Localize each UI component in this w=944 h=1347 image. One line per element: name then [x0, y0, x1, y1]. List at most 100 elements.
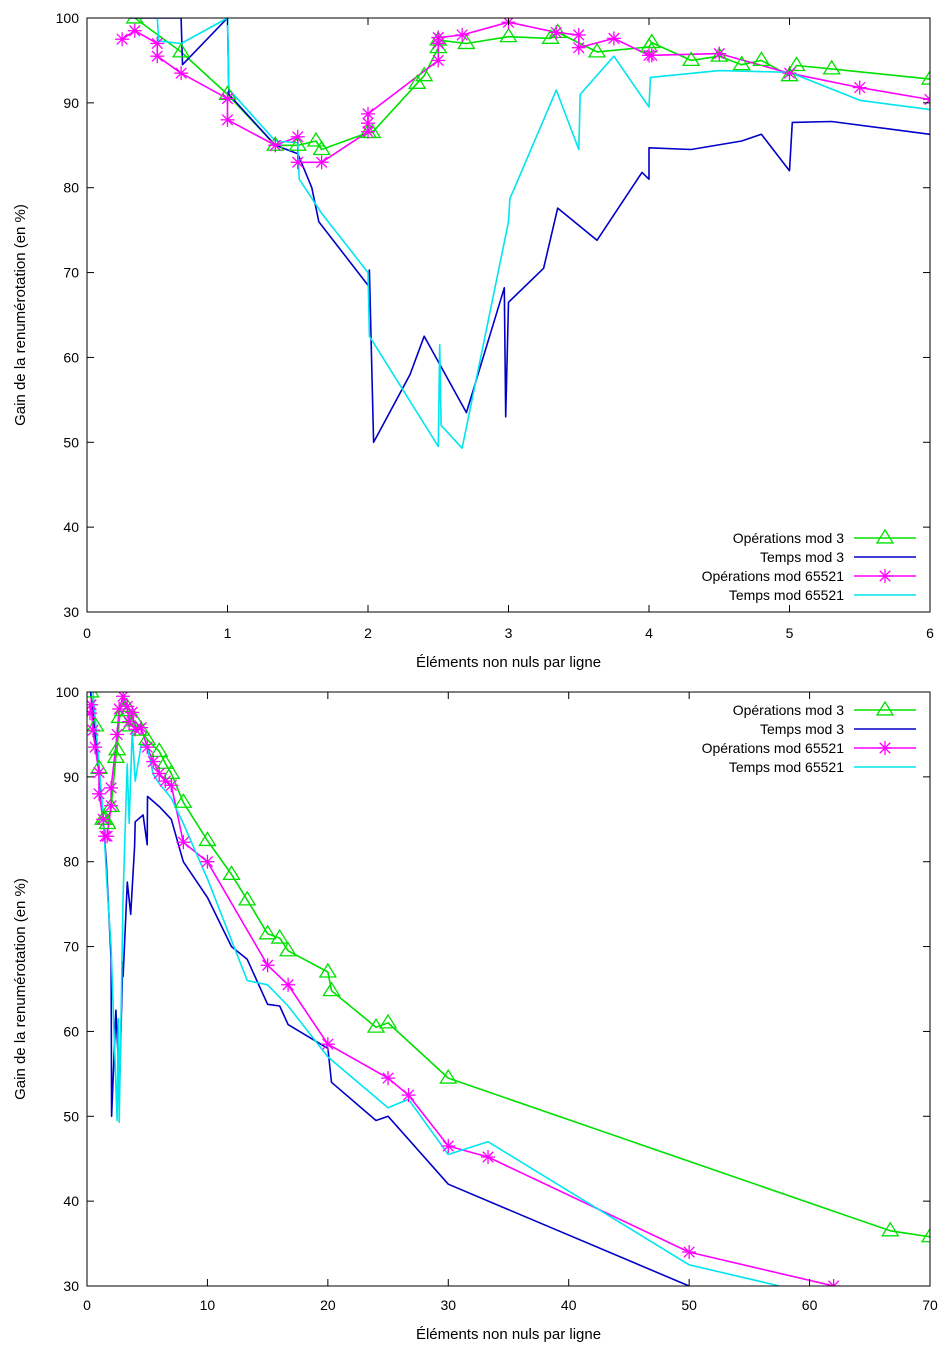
- legend-marker: [878, 569, 892, 583]
- data-point: [606, 31, 621, 46]
- data-point: [174, 793, 193, 808]
- data-point: [682, 1245, 697, 1260]
- data-point: [429, 38, 448, 54]
- data-point: [96, 812, 111, 827]
- data-point: [826, 1279, 841, 1286]
- x-tick-label: 30: [440, 1297, 456, 1313]
- data-point: [571, 40, 586, 55]
- legend-label: Temps mod 3: [760, 721, 844, 737]
- x-tick-label: 40: [561, 1297, 577, 1313]
- x-tick-label: 0: [83, 1297, 91, 1313]
- data-point: [132, 720, 151, 736]
- data-point: [732, 55, 751, 71]
- legend-label: Opérations mod 65521: [702, 568, 845, 584]
- data-point: [290, 155, 305, 170]
- data-point: [920, 69, 930, 85]
- data-point: [361, 124, 375, 139]
- data-point: [158, 774, 173, 789]
- data-point: [270, 928, 289, 944]
- data-point: [499, 27, 518, 43]
- y-tick-label: 80: [63, 854, 79, 870]
- data-point: [681, 51, 701, 67]
- data-point: [378, 1013, 398, 1029]
- data-point: [281, 977, 296, 992]
- x-tick-label: 70: [922, 1297, 938, 1313]
- y-tick-label: 90: [63, 769, 79, 785]
- data-point: [134, 720, 149, 735]
- data-point: [87, 692, 100, 698]
- data-point: [150, 49, 165, 64]
- legend-label: Opérations mod 3: [733, 702, 844, 718]
- data-point: [150, 742, 169, 758]
- data-point: [822, 59, 841, 75]
- data-point: [881, 1221, 900, 1237]
- data-point: [258, 924, 277, 940]
- x-tick-label: 1: [224, 625, 232, 641]
- y-tick-label: 40: [63, 519, 79, 535]
- data-point: [176, 835, 191, 850]
- data-point: [140, 740, 155, 755]
- x-tick-label: 3: [505, 625, 513, 641]
- legend-marker: [875, 528, 895, 544]
- data-point: [268, 138, 283, 153]
- data-point: [238, 890, 257, 906]
- y-axis-label: Gain de la renumérotation (en %): [12, 878, 29, 1100]
- data-point: [200, 854, 215, 869]
- data-point: [150, 36, 165, 51]
- data-point: [220, 112, 235, 127]
- data-point: [87, 723, 101, 738]
- data-point: [92, 786, 107, 801]
- data-point: [852, 80, 867, 95]
- data-point: [104, 798, 119, 813]
- series-line-1: [89, 692, 690, 1286]
- data-point: [571, 27, 586, 42]
- data-point: [110, 727, 125, 742]
- data-point: [146, 754, 161, 769]
- data-point: [104, 780, 119, 795]
- y-tick-label: 30: [63, 1278, 79, 1294]
- data-point: [106, 748, 126, 763]
- series-line-3: [156, 18, 930, 450]
- chart-top: 0 1 2 3 4 5 6 30 40 50 60 70 80 90 100 Éléments non nul…: [12, 10, 934, 671]
- data-point: [100, 829, 115, 844]
- data-point: [361, 106, 375, 121]
- data-point: [87, 716, 105, 732]
- data-point: [642, 33, 661, 49]
- data-point: [164, 778, 179, 793]
- data-point: [782, 66, 797, 81]
- x-tick-label: 2: [364, 625, 372, 641]
- y-tick-label: 50: [63, 1108, 79, 1124]
- data-point: [752, 51, 771, 67]
- data-point: [87, 697, 99, 712]
- x-tick-label: 0: [83, 625, 91, 641]
- data-point: [120, 699, 135, 714]
- data-point: [125, 18, 144, 24]
- plot-area: [115, 18, 930, 450]
- y-tick-label: 100: [56, 684, 80, 700]
- data-point: [314, 155, 329, 170]
- data-point: [320, 1037, 335, 1052]
- y-tick-label: 70: [63, 939, 79, 955]
- legend-item: Opérations mod 65521: [702, 568, 916, 584]
- legend-label: Opérations mod 3: [733, 530, 844, 546]
- x-tick-label: 10: [200, 1297, 216, 1313]
- legend-item: Temps mod 3: [760, 549, 916, 565]
- legend-label: Temps mod 3: [760, 549, 844, 565]
- legend-marker: [878, 741, 892, 755]
- data-point: [431, 30, 446, 45]
- legend-label: Temps mod 65521: [729, 587, 844, 603]
- legend-item: Opérations mod 3: [733, 700, 916, 718]
- y-tick-label: 60: [63, 1023, 79, 1039]
- y-tick-label: 60: [63, 349, 79, 365]
- data-point: [122, 714, 137, 729]
- data-point: [439, 1068, 458, 1084]
- data-point: [455, 27, 470, 42]
- data-point: [780, 66, 799, 82]
- x-tick-label: 60: [802, 1297, 818, 1313]
- x-tick-label: 5: [786, 625, 794, 641]
- data-point: [787, 56, 806, 72]
- data-point: [415, 66, 434, 82]
- legend-item: Temps mod 65521: [729, 759, 916, 775]
- data-point: [290, 129, 305, 144]
